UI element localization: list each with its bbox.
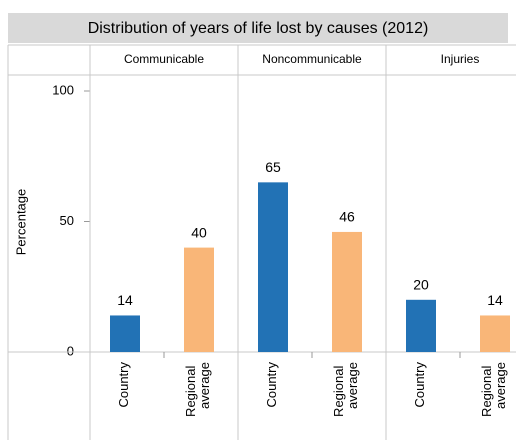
bar — [110, 315, 140, 352]
chart-title: Distribution of years of life lost by ca… — [88, 20, 429, 37]
panel-label: Communicable — [124, 52, 204, 66]
x-tick-label: Regional average — [183, 362, 212, 417]
bar — [480, 315, 510, 352]
bar — [184, 247, 214, 352]
bar — [332, 231, 362, 352]
bar — [406, 299, 436, 352]
y-tick-label: 50 — [60, 213, 74, 228]
x-tick-label: Regional average — [331, 362, 360, 417]
x-tick-label: Country — [264, 362, 279, 408]
title-band — [8, 13, 508, 43]
x-tick-label: Country — [412, 362, 427, 408]
panel-label: Injuries — [441, 52, 480, 66]
y-tick-label: 0 — [67, 343, 74, 358]
y-axis-label: Percentage — [13, 189, 28, 256]
data-label: 14 — [487, 292, 503, 308]
data-label: 65 — [265, 159, 281, 175]
x-tick-label: Country — [116, 362, 131, 408]
y-tick-label: 100 — [52, 82, 74, 97]
data-label: 14 — [117, 292, 133, 308]
data-label: 40 — [191, 224, 207, 240]
data-label: 20 — [413, 277, 429, 293]
panel-label: Noncommunicable — [262, 52, 362, 66]
x-tick-label: Regional average — [479, 362, 508, 417]
bar — [258, 182, 288, 352]
data-label: 46 — [339, 209, 355, 225]
